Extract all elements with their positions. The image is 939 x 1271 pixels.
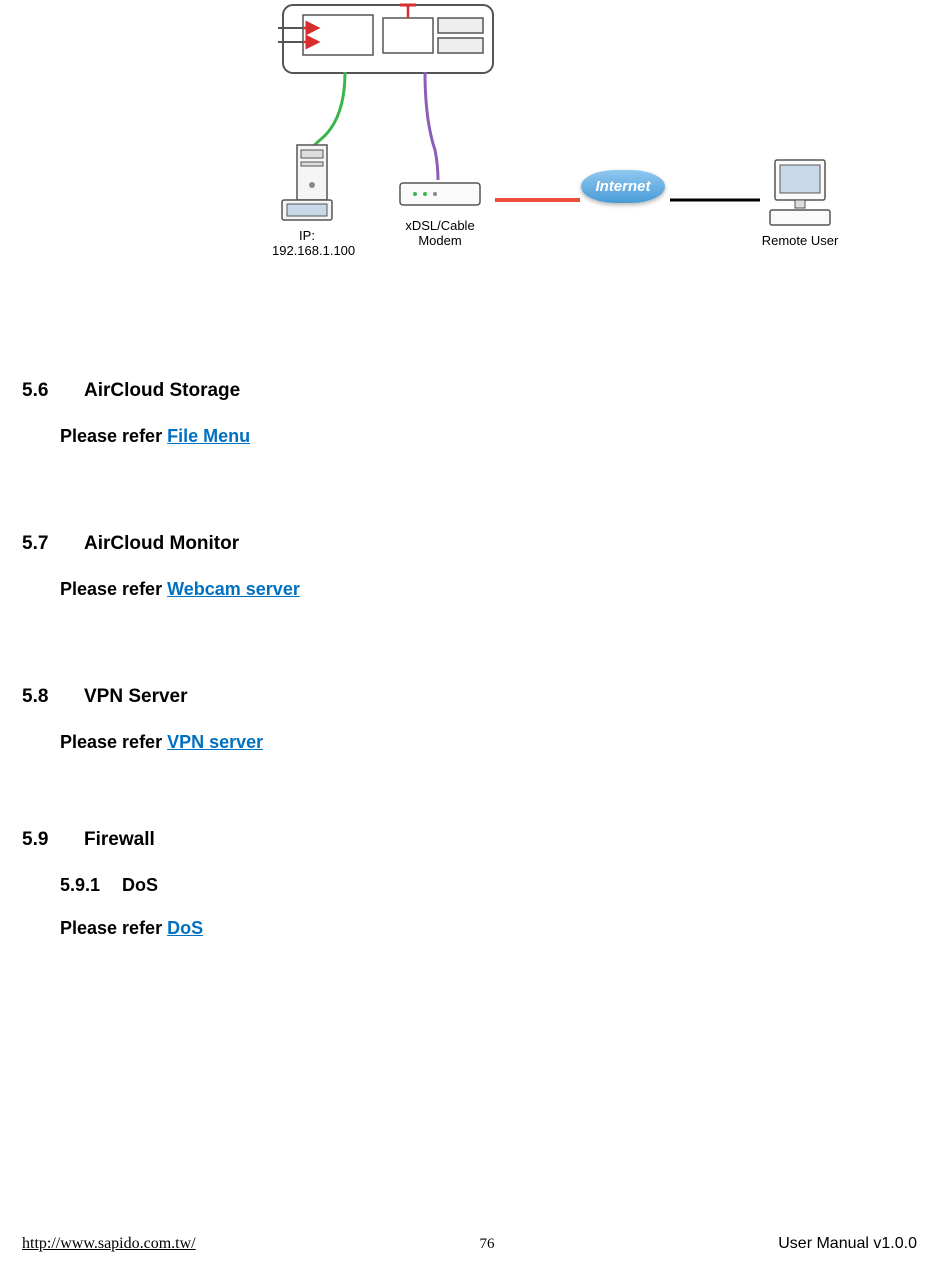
modem-label: xDSL/Cable Modem [380,218,500,248]
section-heading-5-9: 5.9 Firewall [22,829,909,851]
remote-user-label: Remote User [750,233,850,248]
page-number: 76 [479,1236,494,1253]
internet-label: Internet [581,170,664,203]
section-title: Firewall [84,829,155,851]
section-title: VPN Server [84,686,188,708]
modem-device: xDSL/Cable Modem [380,175,500,250]
section-heading-5-7: 5.7 AirCloud Monitor [22,533,909,555]
remote-user-icon [760,155,840,230]
server-device: IP: 192.168.1.100 [272,140,342,250]
webcam-server-link[interactable]: Webcam server [167,579,300,599]
dos-link[interactable]: DoS [167,918,203,938]
internet-cloud: Internet [568,170,678,225]
footer-version: User Manual v1.0.0 [778,1235,917,1253]
server-icon [277,140,337,225]
subsection-title: DoS [122,875,158,896]
section-title: AirCloud Monitor [84,533,239,555]
server-ip-label: IP: 192.168.1.100 [272,228,342,258]
section-title: AirCloud Storage [84,380,240,402]
remote-user-device: Remote User [750,155,850,255]
page-footer: http://www.sapido.com.tw/ 76 User Manual… [22,1235,917,1253]
section-heading-5-8: 5.8 VPN Server [22,686,909,708]
section-body-5-8: Please refer VPN server [60,732,909,753]
vpn-server-link[interactable]: VPN server [167,732,263,752]
section-number: 5.8 [22,686,84,708]
section-body-5-6: Please refer File Menu [60,426,909,447]
section-body-5-7: Please refer Webcam server [60,579,909,600]
network-diagram: IP: 192.168.1.100 xDSL/Cable Modem Inter… [150,0,890,290]
section-number: 5.6 [22,380,84,402]
document-content: 5.6 AirCloud Storage Please refer File M… [22,380,909,961]
subsection-heading-5-9-1: 5.9.1 DoS [60,875,909,896]
body-prefix: Please refer [60,732,167,752]
section-number: 5.9 [22,829,84,851]
subsection-number: 5.9.1 [60,875,122,896]
file-menu-link[interactable]: File Menu [167,426,250,446]
footer-url[interactable]: http://www.sapido.com.tw/ [22,1235,196,1253]
section-heading-5-6: 5.6 AirCloud Storage [22,380,909,402]
body-prefix: Please refer [60,579,167,599]
body-prefix: Please refer [60,426,167,446]
modem-icon [390,175,490,215]
body-prefix: Please refer [60,918,167,938]
section-body-5-9-1: Please refer DoS [60,918,909,939]
section-number: 5.7 [22,533,84,555]
